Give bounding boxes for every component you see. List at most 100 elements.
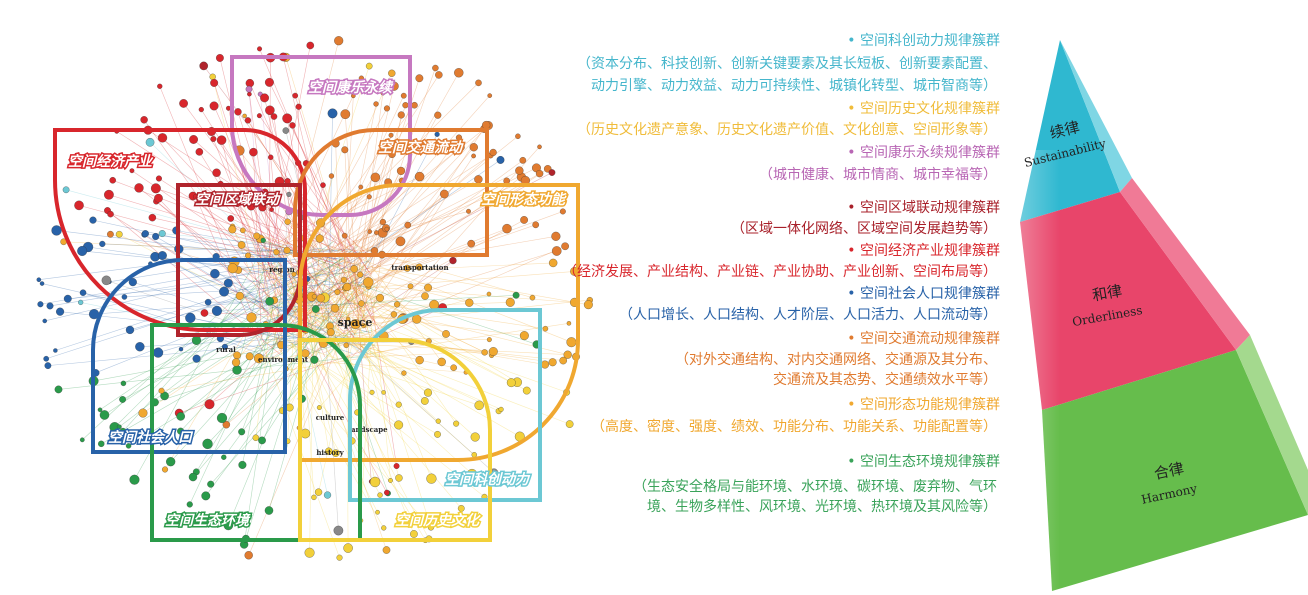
node (398, 112, 405, 119)
node (482, 349, 488, 355)
node (257, 47, 262, 52)
region-label: 空间科创动力 (445, 471, 531, 488)
node (490, 149, 497, 156)
node (268, 155, 273, 160)
node (363, 277, 373, 287)
node (90, 217, 97, 224)
node (391, 311, 397, 317)
node (536, 170, 543, 177)
node (341, 110, 350, 119)
node (567, 337, 577, 347)
node (269, 208, 273, 212)
node (334, 36, 343, 45)
node (240, 228, 245, 233)
node (158, 251, 167, 260)
node (246, 353, 253, 360)
cluster-description: （人口增长、人口结构、人才阶层、人口活力、人口流动等） (619, 306, 997, 323)
node (307, 42, 314, 49)
node (549, 259, 557, 267)
node (312, 294, 317, 299)
node (380, 219, 386, 225)
pyramid-fade (930, 150, 1060, 591)
node (552, 246, 561, 255)
node (219, 287, 228, 296)
node (40, 281, 44, 285)
node (584, 300, 593, 309)
node (368, 230, 372, 234)
node (179, 99, 187, 107)
node (403, 102, 409, 108)
node (203, 439, 213, 449)
node (64, 295, 72, 303)
node (367, 195, 372, 200)
node (199, 107, 204, 112)
node (213, 169, 221, 177)
node (261, 238, 266, 243)
node (394, 463, 400, 469)
node (442, 330, 449, 337)
node (249, 148, 257, 156)
node (246, 86, 252, 92)
cluster-description: （对外交通结构、对内交通网络、交通源及其分布、 (675, 351, 997, 368)
node (187, 502, 193, 508)
node (366, 63, 372, 69)
node (234, 108, 241, 115)
node (98, 441, 104, 447)
node (335, 289, 341, 295)
node (475, 80, 481, 86)
node (135, 342, 144, 351)
node (189, 473, 197, 481)
node (311, 495, 316, 500)
node (296, 104, 302, 110)
node (331, 304, 339, 312)
node (216, 54, 223, 61)
node (487, 292, 491, 296)
node (410, 530, 417, 537)
node (286, 404, 293, 411)
node (507, 378, 516, 387)
node (475, 401, 484, 410)
node (283, 127, 289, 133)
node (543, 326, 548, 331)
node (383, 546, 390, 553)
node (561, 243, 568, 250)
node (207, 481, 214, 488)
node (210, 74, 216, 80)
node (228, 263, 238, 273)
node (289, 122, 295, 128)
node (77, 246, 87, 256)
node (502, 224, 511, 233)
node (389, 133, 393, 137)
node (285, 219, 291, 225)
node (384, 490, 389, 495)
edge (326, 337, 339, 531)
node (382, 390, 386, 394)
node (424, 284, 432, 292)
node (359, 185, 363, 189)
node (411, 102, 417, 108)
node (99, 241, 105, 247)
node (388, 70, 395, 77)
node (43, 319, 47, 323)
node (567, 321, 571, 325)
node (513, 292, 520, 299)
cluster-title: • 空间区域联动规律簇群 (847, 200, 1000, 216)
node (317, 294, 325, 302)
node-label: landscape (348, 425, 388, 434)
node (217, 413, 227, 423)
node (119, 396, 125, 402)
node (185, 313, 195, 323)
node (449, 257, 456, 264)
node (287, 192, 292, 197)
node (375, 510, 379, 514)
node (520, 157, 526, 163)
node (384, 106, 390, 112)
node (210, 102, 219, 111)
node (351, 265, 358, 272)
node (117, 425, 121, 429)
node (135, 183, 144, 192)
node (245, 551, 253, 559)
node (370, 477, 380, 487)
node (454, 68, 463, 77)
node (344, 543, 353, 552)
